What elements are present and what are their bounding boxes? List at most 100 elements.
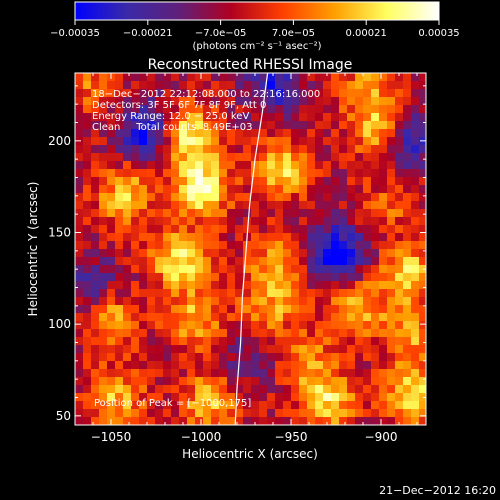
heatmap-cell	[99, 345, 107, 353]
heatmap-cell	[307, 393, 315, 401]
heatmap-cell	[123, 417, 131, 425]
heatmap-cell	[203, 249, 211, 257]
heatmap-cell	[291, 193, 299, 201]
heatmap-cell	[91, 201, 99, 209]
heatmap-cell	[315, 345, 323, 353]
heatmap-cell	[187, 273, 195, 281]
heatmap-cell	[347, 297, 355, 305]
heatmap-cell	[283, 281, 291, 289]
heatmap-cell	[251, 257, 259, 265]
heatmap-cell	[275, 417, 283, 425]
heatmap-cell	[259, 393, 267, 401]
heatmap-cell	[411, 321, 419, 329]
heatmap-cell	[387, 321, 395, 329]
heatmap-cell	[179, 145, 187, 153]
heatmap-cell	[235, 225, 243, 233]
heatmap-cell	[235, 129, 243, 137]
heatmap-cell	[211, 73, 219, 81]
heatmap-cell	[219, 225, 227, 233]
heatmap-cell	[355, 233, 363, 241]
heatmap-cell	[331, 313, 339, 321]
heatmap-cell	[171, 113, 179, 121]
heatmap-cell	[171, 233, 179, 241]
heatmap-cell	[227, 201, 235, 209]
heatmap-cell	[275, 345, 283, 353]
heatmap-cell	[99, 297, 107, 305]
heatmap-cell	[131, 185, 139, 193]
heatmap-cell	[403, 209, 411, 217]
heatmap-cell	[251, 401, 259, 409]
heatmap-cell	[275, 313, 283, 321]
heatmap-cell	[307, 353, 315, 361]
heatmap-cell	[307, 129, 315, 137]
heatmap-cell	[131, 169, 139, 177]
heatmap-cell	[347, 105, 355, 113]
heatmap-cell	[179, 89, 187, 97]
heatmap-cell	[251, 321, 259, 329]
heatmap-cell	[395, 273, 403, 281]
heatmap-cell	[163, 393, 171, 401]
heatmap-cell	[171, 137, 179, 145]
heatmap-cell	[355, 417, 363, 425]
heatmap-cell	[315, 225, 323, 233]
heatmap-cell	[339, 337, 347, 345]
heatmap-cell	[147, 305, 155, 313]
heatmap-cell	[139, 313, 147, 321]
heatmap-cell	[219, 73, 227, 81]
heatmap-cell	[91, 289, 99, 297]
heatmap-cell	[219, 353, 227, 361]
heatmap-cell	[235, 313, 243, 321]
heatmap-cell	[339, 329, 347, 337]
heatmap-cell	[363, 273, 371, 281]
heatmap-cell	[395, 265, 403, 273]
heatmap-cell	[371, 345, 379, 353]
heatmap-cell	[339, 217, 347, 225]
heatmap-cell	[323, 241, 331, 249]
heatmap-cell	[179, 169, 187, 177]
heatmap-cell	[387, 201, 395, 209]
heatmap-cell	[363, 353, 371, 361]
heatmap-cell	[371, 81, 379, 89]
heatmap-cell	[339, 145, 347, 153]
heatmap-cell	[291, 273, 299, 281]
heatmap-cell	[179, 249, 187, 257]
heatmap-cell	[171, 161, 179, 169]
heatmap-cell	[251, 249, 259, 257]
heatmap-cell	[275, 337, 283, 345]
heatmap-cell	[227, 289, 235, 297]
heatmap-cell	[395, 97, 403, 105]
heatmap-cell	[83, 81, 91, 89]
heatmap-cell	[91, 409, 99, 417]
heatmap-cell	[339, 225, 347, 233]
heatmap-cell	[267, 97, 275, 105]
heatmap-cell	[331, 409, 339, 417]
heatmap-cell	[283, 417, 291, 425]
heatmap-cell	[131, 177, 139, 185]
heatmap-cell	[259, 385, 267, 393]
heatmap-cell	[155, 193, 163, 201]
heatmap-cell	[203, 385, 211, 393]
heatmap-cell	[83, 345, 91, 353]
heatmap-cell	[299, 369, 307, 377]
heatmap-cell	[219, 233, 227, 241]
heatmap-cell	[323, 385, 331, 393]
heatmap-cell	[155, 297, 163, 305]
heatmap-cell	[155, 417, 163, 425]
heatmap-cell	[155, 385, 163, 393]
heatmap-cell	[227, 121, 235, 129]
heatmap-cell	[107, 273, 115, 281]
heatmap-cell	[171, 129, 179, 137]
heatmap-cell	[219, 305, 227, 313]
heatmap-cell	[283, 265, 291, 273]
heatmap-cell	[195, 73, 203, 81]
heatmap-cell	[403, 329, 411, 337]
heatmap-cell	[275, 177, 283, 185]
heatmap-cell	[403, 105, 411, 113]
heatmap-cell	[107, 305, 115, 313]
heatmap-cell	[275, 113, 283, 121]
heatmap-cell	[147, 113, 155, 121]
heatmap-cell	[283, 329, 291, 337]
heatmap-cell	[379, 145, 387, 153]
heatmap-cell	[331, 273, 339, 281]
heatmap-cell	[155, 361, 163, 369]
